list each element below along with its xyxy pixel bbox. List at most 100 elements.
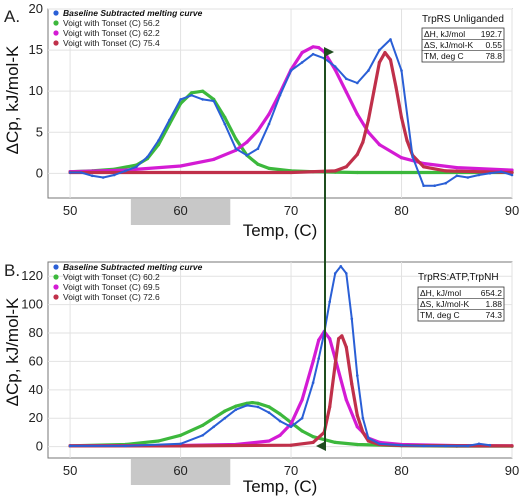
series-point bbox=[328, 405, 332, 409]
series-point bbox=[400, 69, 403, 72]
series-point bbox=[256, 162, 260, 166]
series-point bbox=[317, 357, 321, 360]
series-point bbox=[328, 337, 332, 341]
series-point bbox=[339, 265, 343, 268]
series-point bbox=[477, 442, 481, 446]
series-point bbox=[223, 115, 227, 120]
series-point bbox=[300, 398, 304, 402]
x-ticks-panel-a: 50 60 70 80 90 bbox=[63, 203, 519, 218]
series-point bbox=[267, 112, 271, 116]
series-point bbox=[355, 442, 359, 447]
series-point bbox=[289, 69, 293, 72]
y-tick-label: 10 bbox=[29, 83, 43, 98]
series-point bbox=[394, 85, 398, 89]
series-point bbox=[355, 152, 359, 156]
series-point bbox=[344, 398, 348, 402]
series-point bbox=[289, 170, 293, 175]
series-point bbox=[250, 401, 254, 405]
series-point bbox=[350, 317, 354, 321]
series-point bbox=[422, 165, 426, 169]
series-point bbox=[234, 147, 238, 150]
series-point bbox=[278, 412, 282, 416]
series-point bbox=[399, 156, 404, 160]
series-point bbox=[367, 436, 370, 440]
box-title-panel-a: TrpRS Unliganded bbox=[422, 14, 504, 25]
box-title-panel-b: TrpRS:ATP,TrpNH bbox=[418, 272, 499, 283]
panel-label-a: A. bbox=[4, 7, 20, 26]
y-tick-label: 15 bbox=[29, 42, 43, 57]
series-point bbox=[300, 61, 304, 64]
series-point bbox=[455, 166, 459, 170]
series-point bbox=[405, 138, 409, 143]
series-point bbox=[124, 444, 127, 448]
series-point bbox=[499, 170, 503, 173]
series-point bbox=[399, 115, 404, 120]
legend-marker bbox=[53, 284, 59, 290]
series-point bbox=[223, 409, 227, 413]
series-point bbox=[383, 51, 387, 55]
series-point bbox=[366, 118, 370, 122]
series-point bbox=[355, 425, 359, 429]
series-point bbox=[157, 139, 160, 142]
series-point bbox=[168, 118, 171, 122]
x-axis-title-panel-b: Temp, (C) bbox=[243, 477, 318, 496]
series-point bbox=[256, 147, 260, 150]
series-point bbox=[68, 171, 72, 174]
series-point bbox=[340, 334, 344, 338]
legend-marker bbox=[53, 10, 59, 16]
series-point bbox=[344, 90, 348, 94]
series-point bbox=[356, 374, 359, 377]
series-point bbox=[289, 425, 293, 429]
series-point bbox=[333, 65, 337, 68]
series-point bbox=[317, 46, 321, 50]
table-cell-value: 78.8 bbox=[485, 51, 502, 61]
panel-label-b: B. bbox=[4, 261, 20, 280]
series-point bbox=[477, 173, 481, 177]
y-axis-title-panel-b: ΔCp, kJ/mol-K bbox=[3, 297, 22, 406]
legend-entry: Voigt with Tonset (C) 72.6 bbox=[63, 292, 160, 302]
series-point bbox=[377, 60, 381, 64]
series-point bbox=[300, 416, 304, 420]
series-point bbox=[190, 94, 193, 97]
series-point bbox=[300, 429, 304, 433]
series-point bbox=[267, 411, 271, 414]
table-cell-value: 192.7 bbox=[481, 29, 503, 39]
series-point bbox=[333, 68, 337, 72]
series-point bbox=[510, 170, 514, 175]
series-point bbox=[245, 140, 249, 144]
series-point bbox=[433, 184, 437, 187]
thermo-box-panel-b: TrpRS:ATP,TrpNH ΔH, kJ/mol 654.2 ΔS, kJ/mo… bbox=[417, 272, 505, 322]
x-tick-label: 80 bbox=[394, 463, 408, 478]
x-tick-label: 90 bbox=[505, 463, 519, 478]
series-point bbox=[68, 444, 72, 448]
series-point bbox=[344, 345, 348, 349]
series-point bbox=[510, 444, 514, 448]
series-point bbox=[333, 440, 337, 444]
y-ticks-panel-a: 0 5 10 15 20 bbox=[29, 1, 43, 180]
series-point bbox=[333, 272, 337, 275]
series-point bbox=[212, 425, 215, 429]
legend-entry: Baseline Subtracted melting curve bbox=[63, 8, 203, 18]
series-point bbox=[300, 51, 304, 55]
series-group-panel-a bbox=[68, 38, 514, 187]
series-point bbox=[179, 444, 183, 448]
series-point bbox=[223, 122, 227, 126]
x-tick-label: 50 bbox=[63, 463, 77, 478]
series-point bbox=[289, 422, 293, 426]
series-point bbox=[510, 173, 514, 177]
series-point bbox=[101, 176, 105, 179]
y-tick-label: 20 bbox=[29, 1, 43, 16]
series-point bbox=[488, 172, 492, 175]
series-point bbox=[156, 439, 161, 443]
legend-marker bbox=[53, 264, 59, 270]
series-point bbox=[411, 155, 414, 159]
series-point bbox=[201, 434, 204, 437]
series-point bbox=[234, 408, 238, 412]
table-cell-label: TM, deg C bbox=[424, 51, 464, 61]
series-point bbox=[267, 405, 271, 409]
series-point bbox=[234, 404, 238, 408]
y-ticks-panel-b: 0 20 40 60 80 100 120 bbox=[21, 268, 43, 453]
series-point bbox=[212, 416, 216, 420]
